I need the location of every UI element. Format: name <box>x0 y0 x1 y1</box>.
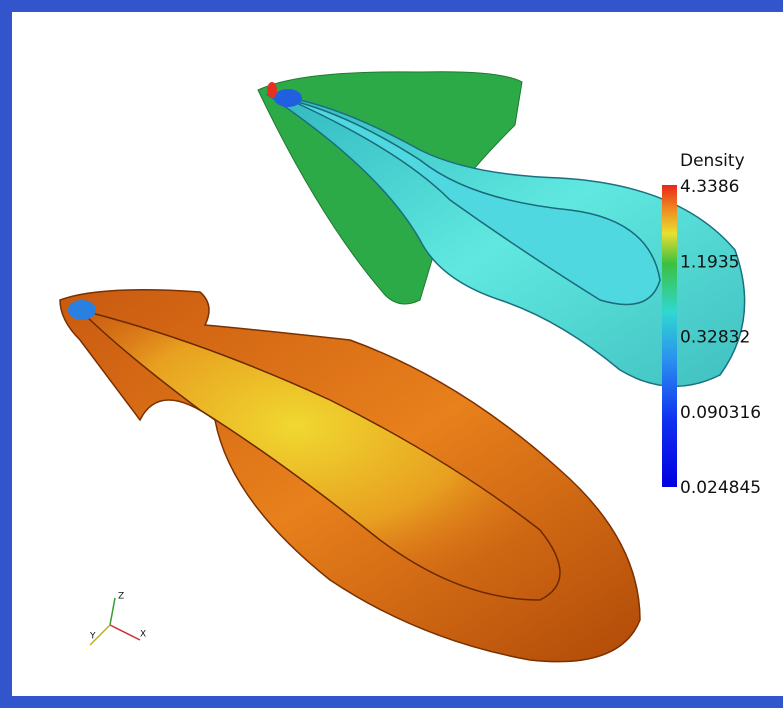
blue-tip <box>68 300 96 320</box>
colorbar-label: 0.32832 <box>680 328 750 348</box>
cyan-tip <box>274 89 302 107</box>
z-label: Z <box>118 592 124 602</box>
colorbar <box>662 185 677 487</box>
colorbar-label: 0.090316 <box>680 403 761 423</box>
red-tip <box>267 82 277 98</box>
y-label: Y <box>89 632 96 642</box>
colorbar-label: 0.024845 <box>680 478 761 498</box>
colorbar-label: 1.1935 <box>680 252 739 272</box>
page: Z X Y Density 4.3386 1.1935 0.32832 0.09031… <box>0 0 783 708</box>
render-view: Z X Y Density 4.3386 1.1935 0.32832 0.09031… <box>0 0 783 708</box>
colorbar-title: Density <box>680 151 745 171</box>
colorbar-label: 4.3386 <box>680 177 739 197</box>
x-label: X <box>140 630 146 640</box>
